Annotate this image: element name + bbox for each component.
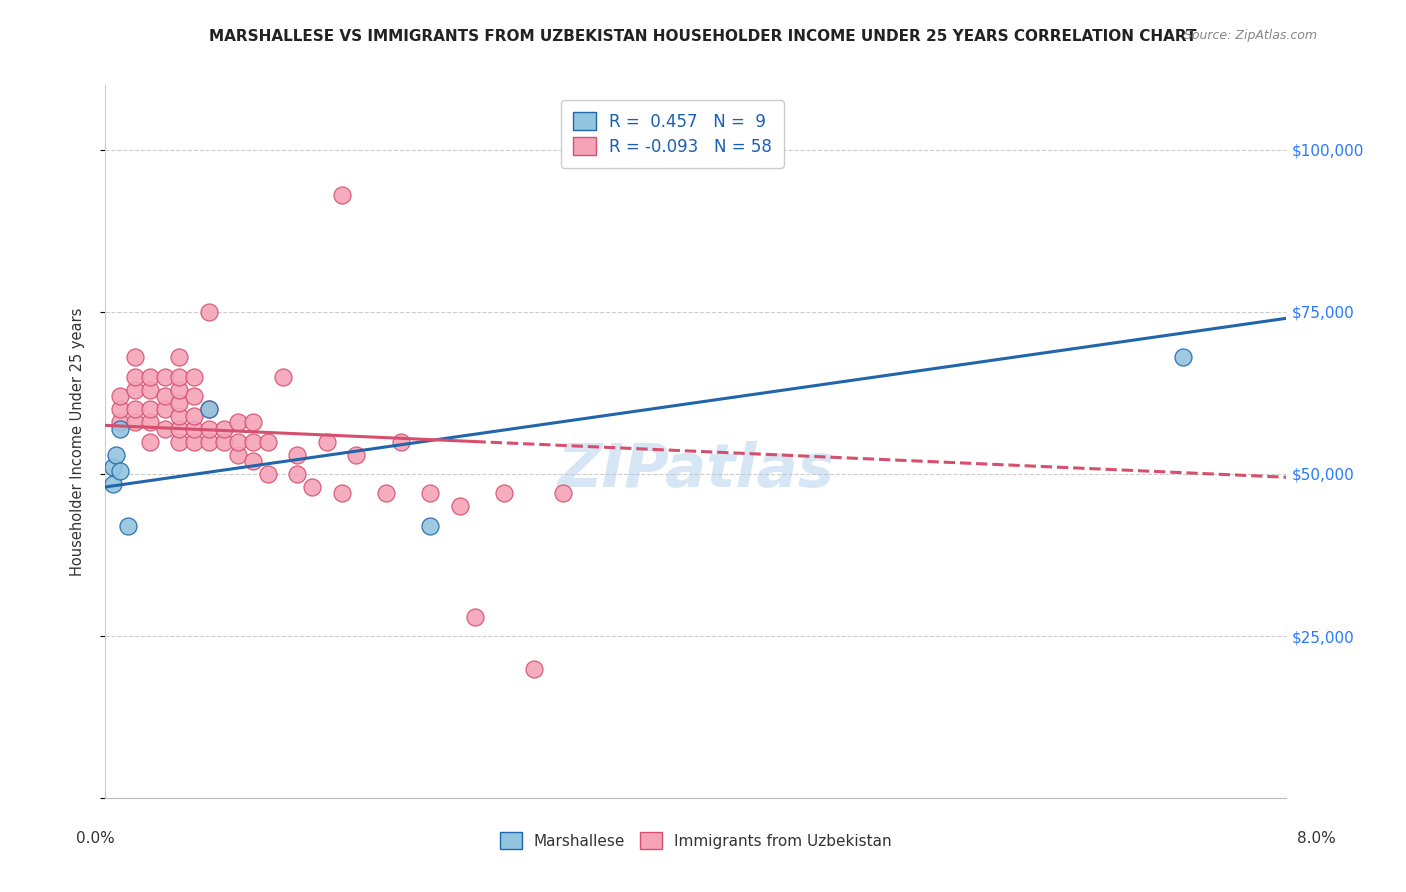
Point — [138, 434, 162, 449]
Point — [110, 389, 132, 403]
Point — [124, 350, 146, 364]
Point — [257, 434, 280, 449]
Point — [228, 415, 250, 429]
Point — [104, 448, 127, 462]
Point — [1171, 350, 1194, 364]
Point — [169, 421, 191, 435]
Point — [212, 434, 235, 449]
Point — [169, 383, 191, 397]
Point — [117, 519, 139, 533]
Point — [553, 486, 575, 500]
Point — [374, 486, 398, 500]
Point — [315, 434, 337, 449]
Text: 0.0%: 0.0% — [76, 831, 115, 846]
Point — [138, 369, 162, 384]
Point — [301, 480, 323, 494]
Text: MARSHALLESE VS IMMIGRANTS FROM UZBEKISTAN HOUSEHOLDER INCOME UNDER 25 YEARS CORR: MARSHALLESE VS IMMIGRANTS FROM UZBEKISTA… — [209, 29, 1197, 44]
Point — [257, 467, 280, 481]
Point — [110, 415, 132, 429]
Point — [419, 486, 441, 500]
Point — [492, 486, 515, 500]
Point — [153, 369, 176, 384]
Point — [271, 369, 294, 384]
Point — [138, 383, 162, 397]
Point — [169, 369, 191, 384]
Point — [124, 383, 146, 397]
Point — [183, 421, 205, 435]
Y-axis label: Householder Income Under 25 years: Householder Income Under 25 years — [70, 308, 84, 575]
Text: 8.0%: 8.0% — [1296, 831, 1336, 846]
Point — [124, 415, 146, 429]
Point — [523, 662, 546, 676]
Point — [138, 415, 162, 429]
Text: ZIPatlas: ZIPatlas — [557, 441, 835, 500]
Point — [110, 402, 132, 417]
Point — [124, 402, 146, 417]
Point — [287, 467, 309, 481]
Legend: Marshallese, Immigrants from Uzbekistan: Marshallese, Immigrants from Uzbekistan — [494, 826, 898, 855]
Point — [183, 434, 205, 449]
Point — [330, 188, 353, 202]
Point — [242, 454, 264, 468]
Point — [212, 421, 235, 435]
Point — [169, 350, 191, 364]
Point — [330, 486, 353, 500]
Point — [101, 460, 124, 475]
Point — [183, 369, 205, 384]
Point — [464, 609, 486, 624]
Point — [169, 409, 191, 423]
Point — [153, 402, 176, 417]
Point — [197, 402, 219, 417]
Point — [153, 421, 176, 435]
Point — [197, 402, 219, 417]
Point — [449, 500, 471, 514]
Point — [242, 434, 264, 449]
Point — [183, 409, 205, 423]
Point — [228, 448, 250, 462]
Point — [346, 448, 368, 462]
Point — [419, 519, 441, 533]
Point — [169, 434, 191, 449]
Point — [138, 402, 162, 417]
Point — [169, 395, 191, 409]
Point — [242, 415, 264, 429]
Point — [287, 448, 309, 462]
Point — [389, 434, 412, 449]
Point — [110, 421, 132, 435]
Point — [153, 389, 176, 403]
Text: Source: ZipAtlas.com: Source: ZipAtlas.com — [1184, 29, 1317, 42]
Point — [124, 369, 146, 384]
Point — [197, 434, 219, 449]
Point — [228, 434, 250, 449]
Point — [197, 421, 219, 435]
Point — [183, 389, 205, 403]
Point — [110, 464, 132, 478]
Point — [197, 305, 219, 319]
Point — [101, 476, 124, 491]
